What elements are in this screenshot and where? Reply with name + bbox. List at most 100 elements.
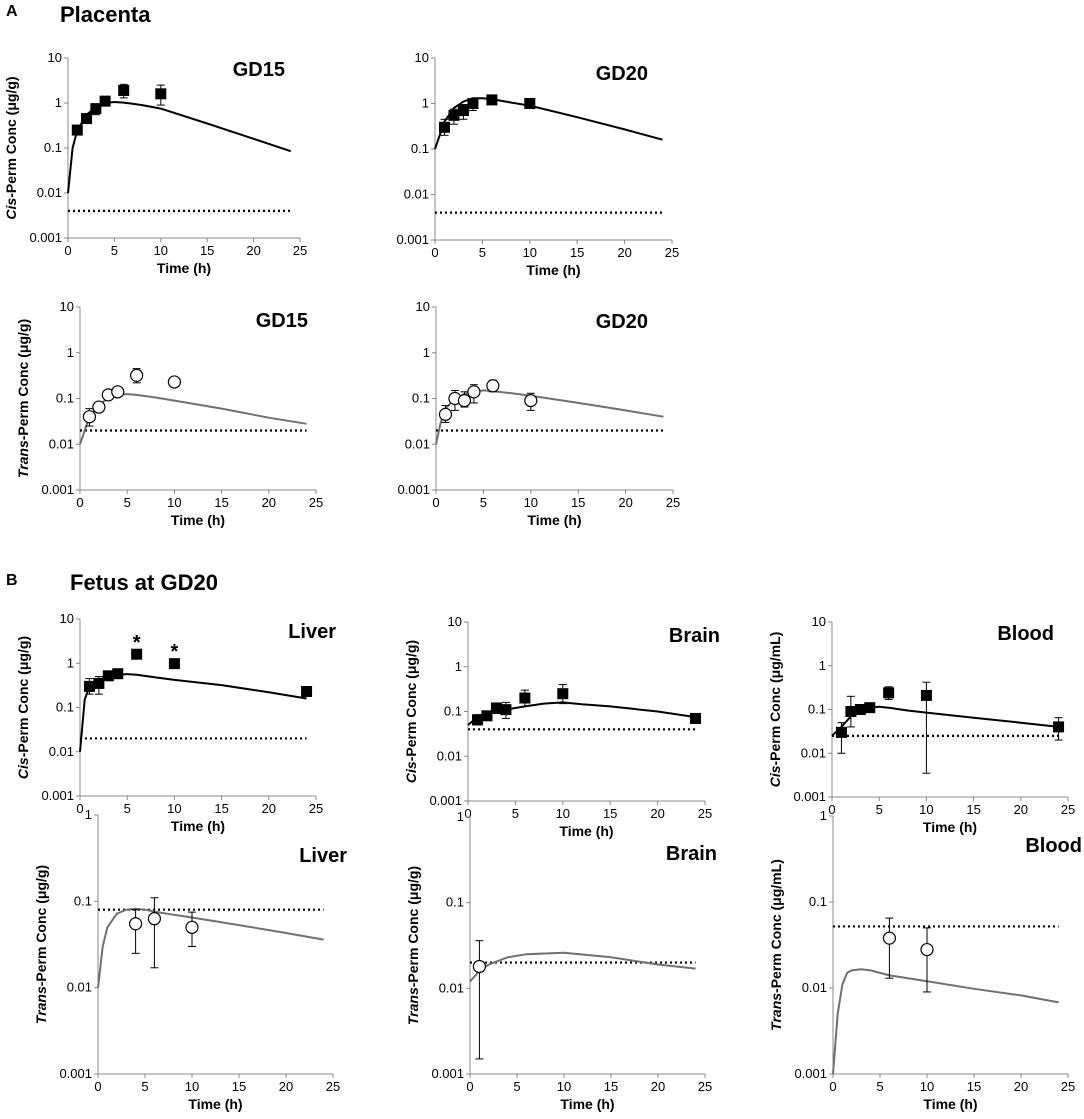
data-marker-circle — [467, 385, 481, 399]
x-tick-label: 10 — [523, 245, 537, 260]
data-point — [438, 118, 450, 136]
data-marker-circle — [111, 385, 125, 399]
data-marker-circle — [920, 942, 934, 957]
data-point — [557, 684, 569, 705]
data-marker-circle — [882, 931, 897, 945]
y-tick-label: 0.001 — [59, 1066, 92, 1081]
y-axis-label: Trans-Perm Conc (μg/g) — [405, 866, 421, 1025]
x-tick-label: 0 — [94, 1079, 101, 1094]
data-point — [130, 368, 144, 384]
data-marker-square — [83, 680, 95, 692]
data-marker-circle — [438, 407, 453, 421]
data-point — [301, 685, 313, 697]
chart-title: Brain — [666, 843, 717, 865]
data-marker-circle — [147, 912, 161, 926]
y-tick-label: 1 — [455, 659, 462, 674]
data-marker-circle — [92, 400, 106, 414]
data-point — [457, 391, 472, 408]
data-point — [131, 648, 143, 660]
y-axis-label-italic: Cis — [767, 765, 783, 787]
data-point — [129, 909, 143, 954]
x-tick-label: 20 — [1014, 802, 1028, 817]
y-tick-label: 0.01 — [437, 748, 462, 763]
data-marker-square — [690, 712, 702, 724]
panel-a-label: A — [6, 3, 18, 20]
chart-title: GD20 — [596, 63, 648, 85]
y-axis-label: Trans-Perm Conc (μg/mL) — [768, 859, 784, 1031]
data-marker-square — [500, 704, 512, 716]
x-tick-label: 10 — [524, 495, 538, 510]
x-tick-label: 5 — [876, 802, 883, 817]
x-tick-label: 10 — [167, 801, 181, 816]
y-tick-label: 10 — [415, 50, 429, 65]
data-marker-circle — [167, 375, 181, 389]
x-tick-label: 25 — [326, 1079, 340, 1094]
data-point — [155, 84, 167, 106]
data-point — [438, 405, 453, 423]
data-point — [118, 83, 130, 99]
chart-placenta-cis-gd15: 0.001 0.01 0.1 1 10 0 5 10 15 20 25 Time (h) Cis-Per… — [3, 50, 307, 276]
y-tick-label: 0.001 — [397, 482, 430, 497]
data-point — [92, 400, 106, 414]
y-axis-label-rest: -Perm Conc (μg/g) — [3, 76, 19, 197]
chart-placenta-trans-gd15: 0.001 0.01 0.1 1 10 0 5 10 15 20 25 Time (h) Trans-P… — [15, 299, 323, 528]
data-point — [490, 702, 502, 715]
y-tick-label: 0.1 — [446, 895, 464, 910]
model-curve — [79, 673, 307, 752]
data-point — [112, 668, 124, 680]
x-tick-label: 15 — [214, 495, 228, 510]
y-tick-label: 1 — [67, 345, 74, 360]
y-tick-label: 0.01 — [37, 185, 62, 200]
data-marker-square — [118, 84, 130, 96]
y-tick-label: 0.1 — [44, 140, 62, 155]
y-tick-label: 10 — [60, 299, 74, 314]
y-axis-label-rest: -Perm Conc (μg/mL) — [768, 859, 784, 993]
y-tick-label: 1 — [85, 807, 92, 822]
chart-fetus-cis-brain: 0.001 0.01 0.1 1 10 0 5 10 15 20 25 Time (h) Cis-Per… — [403, 614, 720, 839]
data-point — [111, 385, 125, 399]
data-point — [883, 686, 895, 700]
x-tick-label: 15 — [232, 1079, 246, 1094]
x-tick-label: 20 — [651, 1079, 665, 1094]
y-tick-label: 10 — [812, 614, 826, 629]
data-point — [467, 98, 479, 112]
data-point — [882, 917, 897, 979]
x-tick-label: 0 — [432, 495, 439, 510]
data-point — [448, 108, 460, 125]
x-tick-label: 15 — [214, 801, 228, 816]
y-tick-label: 0.001 — [431, 1066, 464, 1081]
y-tick-label: 10 — [448, 614, 462, 629]
x-tick-label: 10 — [556, 806, 570, 821]
y-tick-label: 0.01 — [49, 436, 74, 451]
y-tick-label: 0.01 — [404, 187, 429, 202]
x-tick-label: 15 — [604, 1079, 618, 1094]
x-tick-label: 5 — [480, 495, 487, 510]
data-marker-square — [557, 688, 569, 700]
x-tick-label: 15 — [200, 243, 214, 258]
y-tick-label: 1 — [819, 658, 826, 673]
y-axis-label-rest: -Perm Conc (μg/g) — [33, 865, 49, 986]
y-tick-label: 10 — [416, 299, 430, 314]
x-axis-label: Time (h) — [560, 1096, 614, 1112]
data-point — [920, 681, 932, 774]
data-marker-circle — [486, 379, 500, 393]
x-tick-label: 10 — [920, 1079, 934, 1094]
panel-b-label: B — [6, 572, 18, 589]
data-point — [467, 384, 481, 404]
data-point — [102, 670, 114, 682]
significance-asterisk: * — [171, 641, 179, 663]
y-tick-label: 10 — [48, 50, 62, 65]
data-point — [185, 911, 199, 947]
data-point — [471, 714, 483, 726]
panel-b-title: Fetus at GD20 — [70, 570, 218, 595]
x-tick-label: 5 — [111, 243, 118, 258]
y-tick-label: 0.001 — [41, 788, 74, 803]
y-axis-label: Cis-Perm Conc (μg/g) — [403, 640, 419, 783]
y-axis-label-italic: Trans — [405, 987, 421, 1025]
y-axis-label-rest: -Perm Conc (μg/g) — [405, 866, 421, 987]
data-point — [90, 103, 102, 116]
data-point — [864, 702, 876, 714]
x-tick-label: 0 — [76, 495, 83, 510]
